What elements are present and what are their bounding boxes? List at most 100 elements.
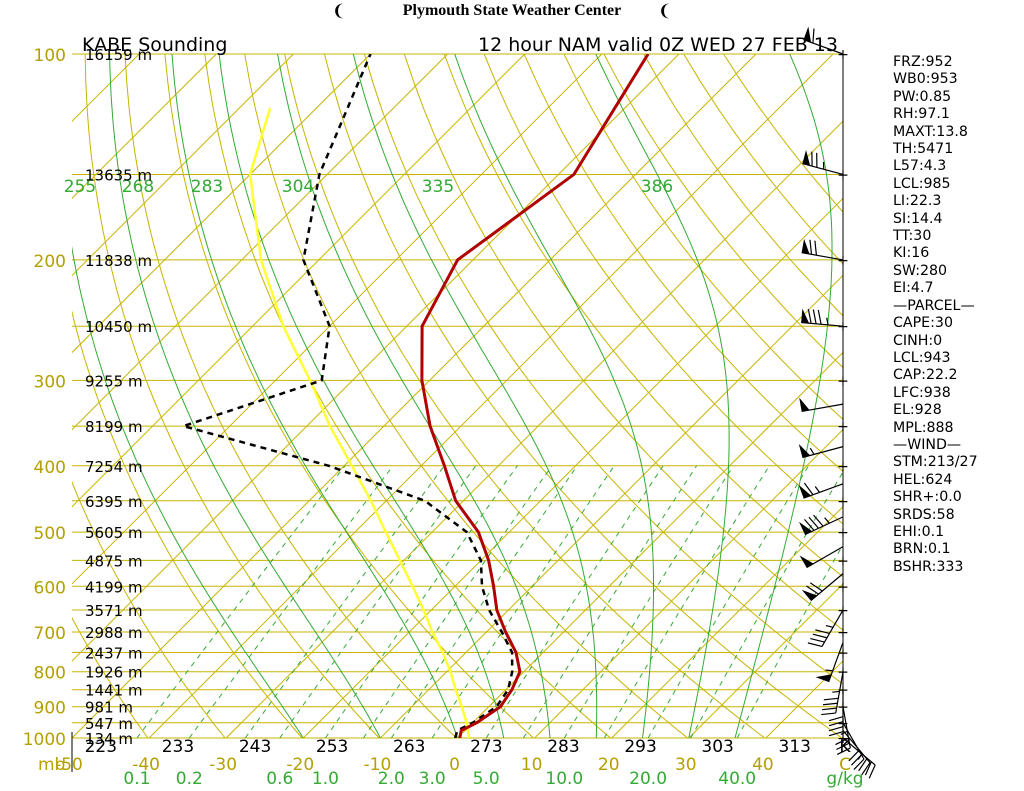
wind-barb-pennant	[799, 555, 814, 568]
isotherm-line	[72, 54, 526, 508]
moist-adiabat-line	[454, 54, 654, 738]
pressure-tick-mark: +	[837, 525, 849, 541]
wind-barb-half-flag	[832, 690, 840, 693]
dry-adiabat-line	[84, 54, 380, 738]
wind-barb	[801, 308, 844, 327]
chart-axes: +++++++++++++++++++100200300400500600700…	[23, 46, 864, 789]
height-label: 1926 m	[85, 664, 143, 682]
wind-barb-pennant	[801, 589, 817, 601]
height-label: 4199 m	[85, 578, 143, 596]
index-item: L57:4.3	[893, 158, 947, 175]
height-label: 9255 m	[85, 372, 143, 390]
temperature-tick-label: 40	[752, 755, 774, 775]
index-item: KI:16	[893, 245, 930, 262]
dry-adiabat-line	[523, 54, 843, 473]
model-label: 12 hour NAM valid 0Z WED 27 FEB 13	[478, 34, 838, 56]
wind-barb	[799, 514, 844, 536]
pressure-tick-mark: +	[837, 553, 849, 569]
pressure-tick-mark: +	[837, 579, 849, 595]
temperature-tick-label: -20	[286, 755, 314, 775]
index-item: HEL:624	[893, 471, 953, 488]
wind-barb-flag	[836, 747, 851, 755]
pressure-tick-label: 900	[34, 699, 66, 719]
wind-barb-pennant	[801, 238, 810, 255]
index-item: BSHR:333	[893, 558, 964, 575]
isotherm-line	[225, 120, 843, 738]
theta-label: 243	[239, 737, 271, 757]
wind-barb	[798, 482, 844, 499]
theta-label: 263	[393, 737, 425, 757]
wind-barb-flag	[822, 702, 838, 706]
index-item: LCL:985	[893, 175, 951, 192]
pressure-tick-label: 1000	[23, 730, 66, 750]
moist-adiabat-line	[595, 54, 730, 738]
wind-barb	[801, 238, 844, 261]
index-item: LFC:938	[893, 384, 951, 401]
mixing-ratio-line	[690, 471, 843, 738]
wind-barbs	[798, 26, 876, 779]
index-item: SRDS:58	[893, 506, 955, 523]
sounding-indices: FRZ:952 WB0:953 PW:0.85 RH:97.1 MAXT:13.8 TH:…	[893, 54, 978, 576]
chart-labels: KABE Sounding 12 hour NAM valid 0Z WED 2…	[82, 34, 838, 56]
height-label: 7254 m	[85, 458, 143, 476]
wind-barb-staff	[842, 737, 876, 766]
height-label: 4875 m	[85, 552, 143, 570]
wind-barb-flag	[809, 239, 813, 255]
wind-barb-flag	[858, 758, 868, 772]
height-label: 547 m	[85, 715, 133, 733]
pressure-tick-label: 600	[34, 578, 66, 598]
mixing-ratio-lines	[136, 465, 843, 738]
isotherm-line	[72, 54, 603, 585]
dry-adiabat-line	[124, 54, 457, 738]
pressure-tick-mark: +	[837, 253, 849, 269]
wind-barb	[821, 671, 844, 716]
mixing-ratio-line	[362, 465, 553, 738]
isotherm-grid	[72, 54, 843, 738]
sounding-profiles	[179, 54, 650, 738]
isotherm-line	[72, 54, 448, 431]
wind-barb-flag	[807, 308, 812, 324]
wind-barb-staff	[802, 446, 844, 459]
pressure-tick-mark: +	[837, 494, 849, 510]
wind-barb-half-flag	[809, 447, 815, 455]
page-title: Plymouth State Weather Center	[402, 2, 622, 19]
moist-adiabat-line	[171, 54, 458, 738]
height-label: 981 m	[85, 699, 133, 717]
dry-adiabat-line	[483, 54, 843, 525]
pressure-tick-mark: +	[837, 373, 849, 389]
index-item: EL:928	[893, 402, 942, 419]
wind-barb	[798, 443, 844, 459]
pressure-tick-mark: +	[837, 419, 849, 435]
mixing-ratio-label: 2.0	[378, 769, 405, 789]
index-item: SHR+:0.0	[893, 489, 962, 506]
wind-barb-pennant	[801, 308, 810, 324]
wind-barb-half-flag	[826, 317, 829, 325]
height-label: 2988 m	[85, 624, 143, 642]
pressure-tick-mark: +	[837, 167, 849, 183]
pressure-tick-mark: +	[837, 625, 849, 641]
wind-barb-flag	[812, 28, 815, 44]
wind-barb-flag	[808, 516, 819, 529]
index-item: TH:5471	[893, 141, 954, 158]
mixing-ratio-line	[736, 543, 843, 738]
wind-barb	[815, 642, 844, 683]
mixing-ratio-label: 0.6	[266, 769, 293, 789]
mixing-ratio-line	[603, 465, 770, 738]
dry-adiabat-line	[284, 54, 766, 738]
wind-barb-staff	[803, 39, 844, 55]
mixing-ratio-line	[485, 465, 664, 738]
mixing-ratio-label: 1.0	[312, 769, 339, 789]
temperature-tick-label: -40	[132, 755, 160, 775]
isotherm-line	[72, 54, 217, 200]
wind-barb-half-flag	[825, 625, 834, 628]
wind-barb-flag	[861, 762, 871, 776]
isotherm-line	[72, 54, 371, 354]
wind-barb	[828, 689, 844, 737]
wind-barb-flag	[823, 697, 839, 701]
height-label: 3571 m	[85, 602, 143, 620]
mixing-ratio-line	[563, 465, 734, 738]
moist-adiabat-line	[734, 54, 833, 738]
index-item: LCL:943	[893, 349, 951, 366]
height-label: 2437 m	[85, 645, 143, 663]
wind-barb-half-flag	[840, 730, 848, 736]
